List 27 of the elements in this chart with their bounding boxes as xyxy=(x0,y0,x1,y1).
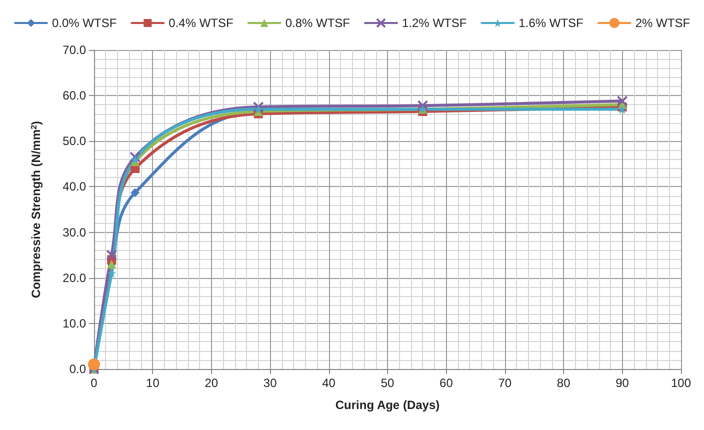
legend-label: 0.4% WTSF xyxy=(168,16,234,30)
x-tick-label: 50 xyxy=(380,376,394,390)
y-axis-title: Compressive Strength (N/mm2) xyxy=(29,120,43,298)
x-axis-title: Curing Age (Days) xyxy=(335,398,440,412)
x-tick-label: 80 xyxy=(556,376,571,390)
x-tick-label: 60 xyxy=(440,376,454,390)
x-tick-label: 40 xyxy=(322,376,336,390)
y-tick-label: 0.0 xyxy=(69,362,86,376)
y-tick-label: 10.0 xyxy=(62,316,86,330)
x-tick-label: 0 xyxy=(90,376,98,390)
legend-label: 0.0% WTSF xyxy=(52,16,117,30)
x-tick-label: 90 xyxy=(616,376,630,390)
legend-label: 2% WTSF xyxy=(635,16,690,30)
x-tick-label: 100 xyxy=(670,376,692,390)
legend-label: 0.8% WTSF xyxy=(285,16,350,30)
x-tick-label: 70 xyxy=(498,376,512,390)
x-tick-label: 20 xyxy=(204,376,218,390)
x-tick-label: 10 xyxy=(146,376,160,390)
x-tick-label: 30 xyxy=(263,376,278,390)
y-tick-label: 70.0 xyxy=(62,43,86,57)
y-tick-label: 30.0 xyxy=(62,225,86,240)
y-tick-label: 40.0 xyxy=(62,180,86,194)
legend-label: 1.2% WTSF xyxy=(402,16,467,30)
y-tick-label: 60.0 xyxy=(62,88,86,103)
y-tick-label: 50.0 xyxy=(62,134,86,148)
legend-label: 1.6% WTSF xyxy=(518,16,584,30)
y-tick-label: 20.0 xyxy=(62,270,86,285)
